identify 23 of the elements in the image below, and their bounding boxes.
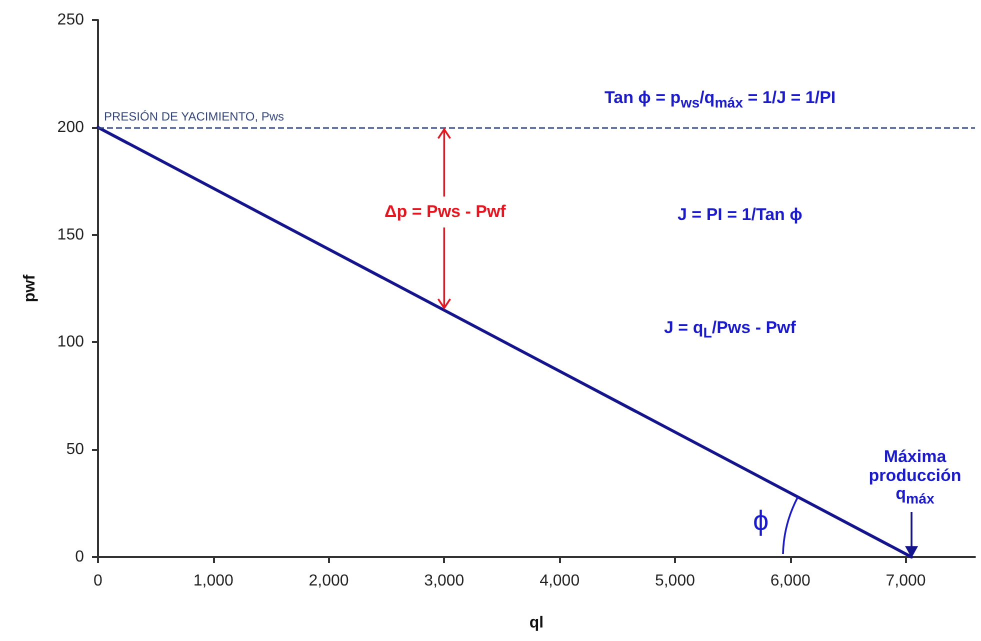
- x-tick-label: 0: [94, 572, 103, 590]
- y-tick-label: 100: [57, 334, 84, 351]
- ref-line-label: PRESIÓN DE YACIMIENTO, Pws: [104, 109, 284, 124]
- y-tick-label: 50: [66, 441, 84, 458]
- annotation: Máxima producción q$_{máx}$: [868, 447, 962, 508]
- y-tick-label: 250: [57, 12, 84, 28]
- annotation: ϕ: [753, 504, 769, 536]
- annotation: Tan ϕ = p$_{ws}$/q$_{máx}$ = 1/J = 1/PI: [604, 88, 836, 112]
- x-tick-label: 2,000: [308, 572, 349, 590]
- y-tick-label: 150: [57, 226, 84, 244]
- y-tick-label: 0: [75, 548, 84, 566]
- x-tick-label: 1,000: [193, 572, 234, 590]
- x-tick-label: 5,000: [654, 572, 696, 590]
- x-tick-label: 6,000: [770, 572, 810, 590]
- x-axis-title: ql: [529, 614, 544, 632]
- annotation: J = PI = 1/Tan ϕ: [678, 204, 802, 224]
- x-tick-label: 4,000: [540, 572, 580, 590]
- annotation: Δp = Pws - Pwf: [384, 202, 506, 222]
- annotation: J = q$_{L}$/Pws - Pwf: [664, 318, 796, 342]
- x-tick-label: 3,000: [424, 572, 464, 590]
- x-tick-label: 7,000: [886, 572, 926, 590]
- y-tick-label: 200: [57, 118, 84, 136]
- y-axis-title: pwf: [22, 274, 38, 302]
